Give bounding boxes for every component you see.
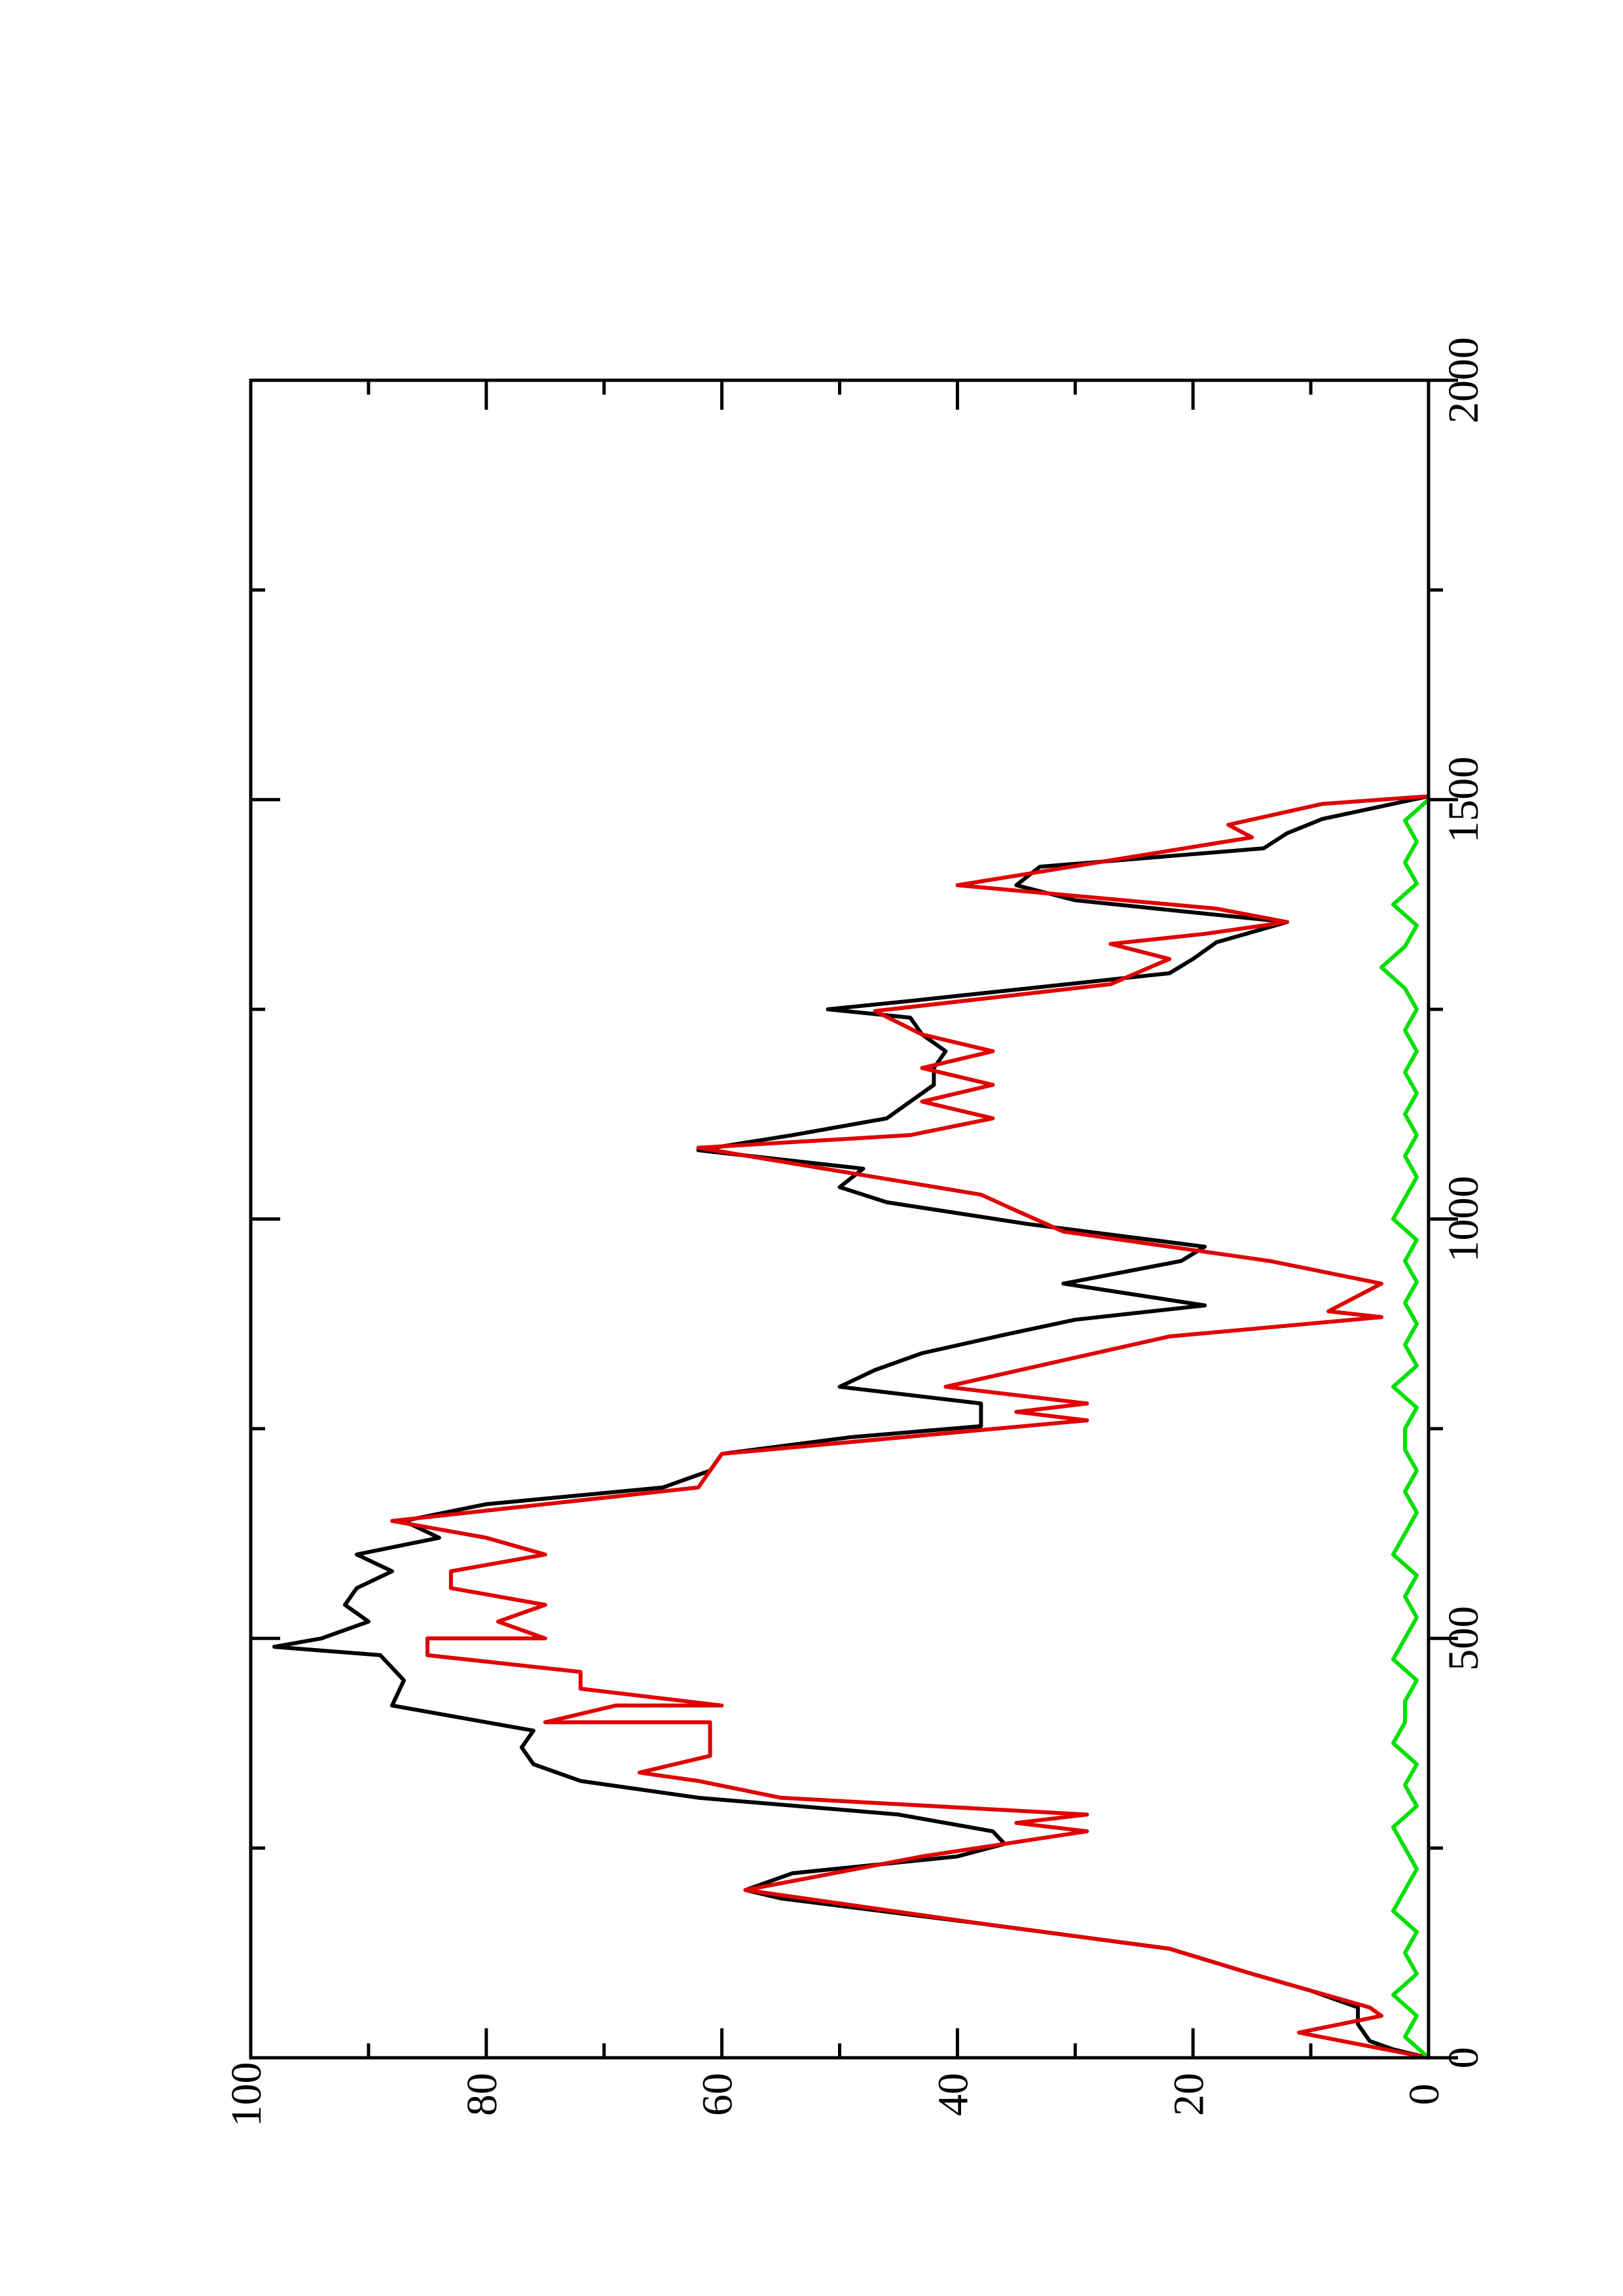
x-tick-label: 0: [1440, 2047, 1487, 2069]
data-line: [1379, 798, 1430, 2060]
y-tick-label: 40: [930, 2073, 977, 2116]
y-tick-label: 0: [1400, 2084, 1448, 2106]
y-tick-label: 100: [223, 2062, 270, 2127]
x-tick-label: 500: [1440, 1606, 1487, 1671]
x-tick-label: 1500: [1440, 757, 1487, 843]
y-tick-label: 20: [1165, 2073, 1213, 2116]
data-line: [390, 794, 1429, 2060]
x-tick-label: 1000: [1440, 1176, 1487, 1263]
data-line: [272, 794, 1429, 2060]
y-tick-label: 80: [458, 2073, 506, 2116]
x-tick-label: 2000: [1440, 337, 1487, 423]
y-tick-label: 60: [694, 2073, 742, 2116]
plot-frame: [249, 378, 1431, 2060]
